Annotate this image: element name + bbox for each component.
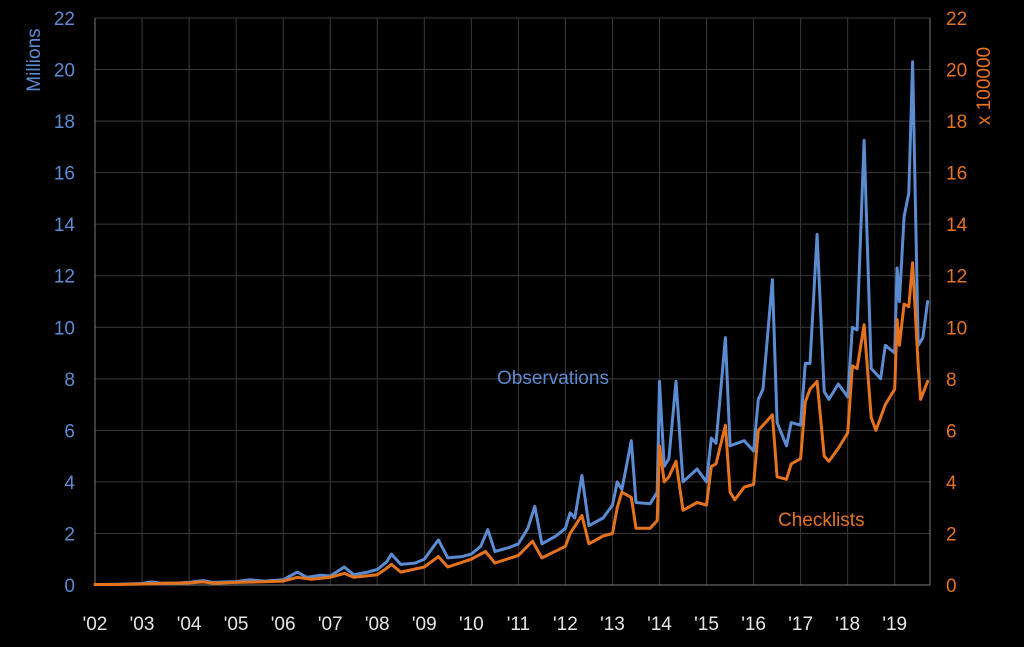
left-y-tick-label: 6 [64,421,75,442]
x-tick-label: '04 [177,614,202,635]
right-y-tick-label: 6 [946,421,957,442]
x-tick-label: '05 [224,614,249,635]
x-tick-label: '13 [600,614,625,635]
series [93,60,930,586]
left-y-tick-label: 8 [64,370,75,391]
axes [94,18,931,586]
x-tick-label: '08 [365,614,390,635]
x-tick-label: '16 [741,614,766,635]
right-y-tick-label: 16 [946,164,967,185]
x-tick-label: '03 [130,614,155,635]
x-tick-label: '02 [83,614,108,635]
x-tick-label: '07 [318,614,343,635]
right-y-tick-label: 22 [946,9,967,30]
x-tick-label: '11 [507,614,530,635]
left-y-tick-label: 0 [64,576,75,597]
x-tick-label: '17 [788,614,813,635]
left-y-tick-label: 2 [64,524,75,545]
right-y-tick-label: 8 [946,370,957,391]
left-y-tick-label: 14 [54,215,76,236]
left-y-axis-label: Millions [24,28,45,91]
left-y-tick-label: 18 [54,112,75,133]
left-y-tick-label: 20 [54,61,75,82]
observations-annotation: Observations [497,368,609,389]
x-tick-label: '06 [271,614,296,635]
right-y-axis-label: x 100000 [974,47,995,125]
x-tick-label: '12 [553,614,578,635]
left-y-tick-label: 10 [54,318,75,339]
left-y-tick-labels: 0 2 4 6 8 10 12 14 16 18 20 22 [54,9,76,597]
x-tick-label: '14 [647,614,672,635]
grid [95,17,930,585]
observations-line [93,60,930,586]
x-tick-labels: '02 '03 '04 '05 '06 '07 '08 '09 '10 '11 '12 '13 '14 '… [83,614,907,635]
right-y-tick-label: 20 [946,61,967,82]
left-y-tick-label: 12 [54,267,75,288]
checklists-annotation: Checklists [778,510,865,531]
right-y-tick-label: 12 [946,267,967,288]
x-tick-label: '09 [412,614,437,635]
right-y-tick-label: 10 [946,318,967,339]
left-y-tick-label: 4 [64,473,75,494]
x-tick-label: '19 [882,614,907,635]
right-y-tick-label: 0 [946,576,957,597]
right-y-tick-label: 14 [946,215,968,236]
right-y-tick-labels: 0 2 4 6 8 10 12 14 16 18 20 22 [946,9,968,597]
right-y-tick-label: 4 [946,473,957,494]
left-y-tick-label: 22 [54,9,75,30]
right-y-tick-label: 18 [946,112,967,133]
x-tick-label: '18 [835,614,860,635]
right-y-tick-label: 2 [946,524,957,545]
checklists-line [93,261,930,586]
x-tick-label: '10 [459,614,484,635]
x-tick-label: '15 [694,614,719,635]
left-y-tick-label: 16 [54,164,75,185]
